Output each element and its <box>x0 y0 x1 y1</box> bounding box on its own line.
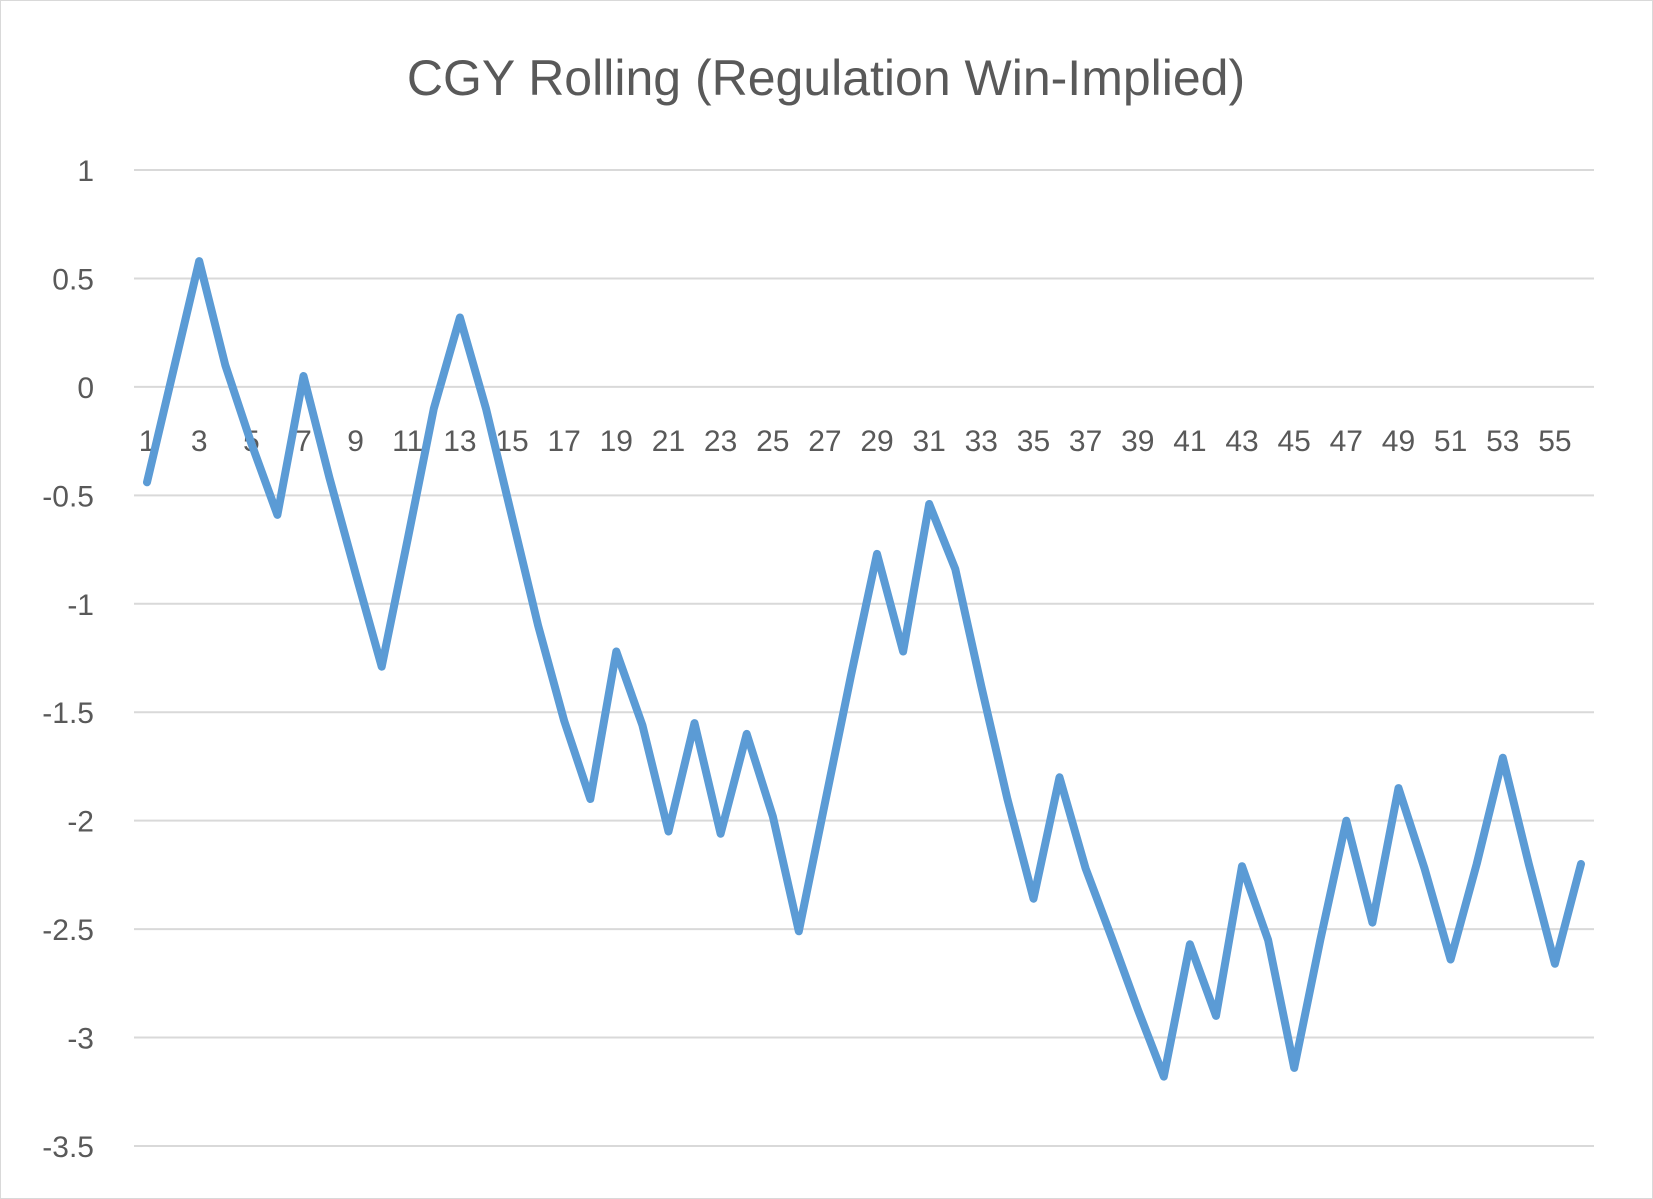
y-tick-label: -2 <box>67 806 94 839</box>
y-axis-tick-labels: 1 0.5 0 -0.5 -1 -1.5 -2 -2.5 -3 -3.5 <box>42 155 94 1164</box>
y-tick-label: -0.5 <box>42 480 94 513</box>
x-tick-label: 3 <box>191 425 208 458</box>
y-tick-label: 0 <box>77 372 94 405</box>
y-tick-label: -3.5 <box>42 1131 94 1164</box>
x-tick-label: 45 <box>1277 425 1310 458</box>
x-tick-label: 9 <box>347 425 364 458</box>
y-tick-label: -1 <box>67 589 94 622</box>
x-tick-label: 55 <box>1538 425 1571 458</box>
y-tick-label: 0.5 <box>52 263 94 296</box>
x-tick-label: 53 <box>1486 425 1519 458</box>
series-line <box>143 257 1585 1081</box>
x-tick-label: 21 <box>652 425 685 458</box>
x-tick-label: 49 <box>1382 425 1415 458</box>
series-lines <box>143 257 1585 1081</box>
x-tick-label: 7 <box>295 425 312 458</box>
x-tick-label: 11 <box>392 425 423 458</box>
y-tick-label: 1 <box>77 155 94 188</box>
y-tick-label: -2.5 <box>42 914 94 947</box>
y-tick-label: -1.5 <box>42 697 94 730</box>
x-tick-label: 19 <box>600 425 633 458</box>
y-tick-label: -3 <box>67 1023 94 1056</box>
gridlines <box>134 169 1594 1147</box>
x-tick-label: 51 <box>1434 425 1467 458</box>
x-tick-label: 31 <box>912 425 945 458</box>
x-axis-tick-labels: 1 3 5 7 9 11 13 15 17 19 21 23 25 27 29 31 33 35 37 39 41 43 4… <box>139 425 1572 458</box>
x-tick-label: 37 <box>1069 425 1102 458</box>
x-tick-label: 35 <box>1017 425 1050 458</box>
x-tick-label: 47 <box>1330 425 1363 458</box>
x-tick-label: 25 <box>756 425 789 458</box>
x-tick-label: 43 <box>1225 425 1258 458</box>
chart-title: CGY Rolling (Regulation Win-Implied) <box>407 50 1245 106</box>
x-tick-label: 13 <box>443 425 476 458</box>
x-tick-label: 29 <box>860 425 893 458</box>
x-tick-label: 15 <box>495 425 528 458</box>
x-tick-label: 23 <box>704 425 737 458</box>
x-tick-label: 17 <box>547 425 580 458</box>
x-tick-label: 41 <box>1173 425 1206 458</box>
x-tick-label: 33 <box>965 425 998 458</box>
x-tick-label: 27 <box>808 425 841 458</box>
x-tick-label: 39 <box>1121 425 1154 458</box>
